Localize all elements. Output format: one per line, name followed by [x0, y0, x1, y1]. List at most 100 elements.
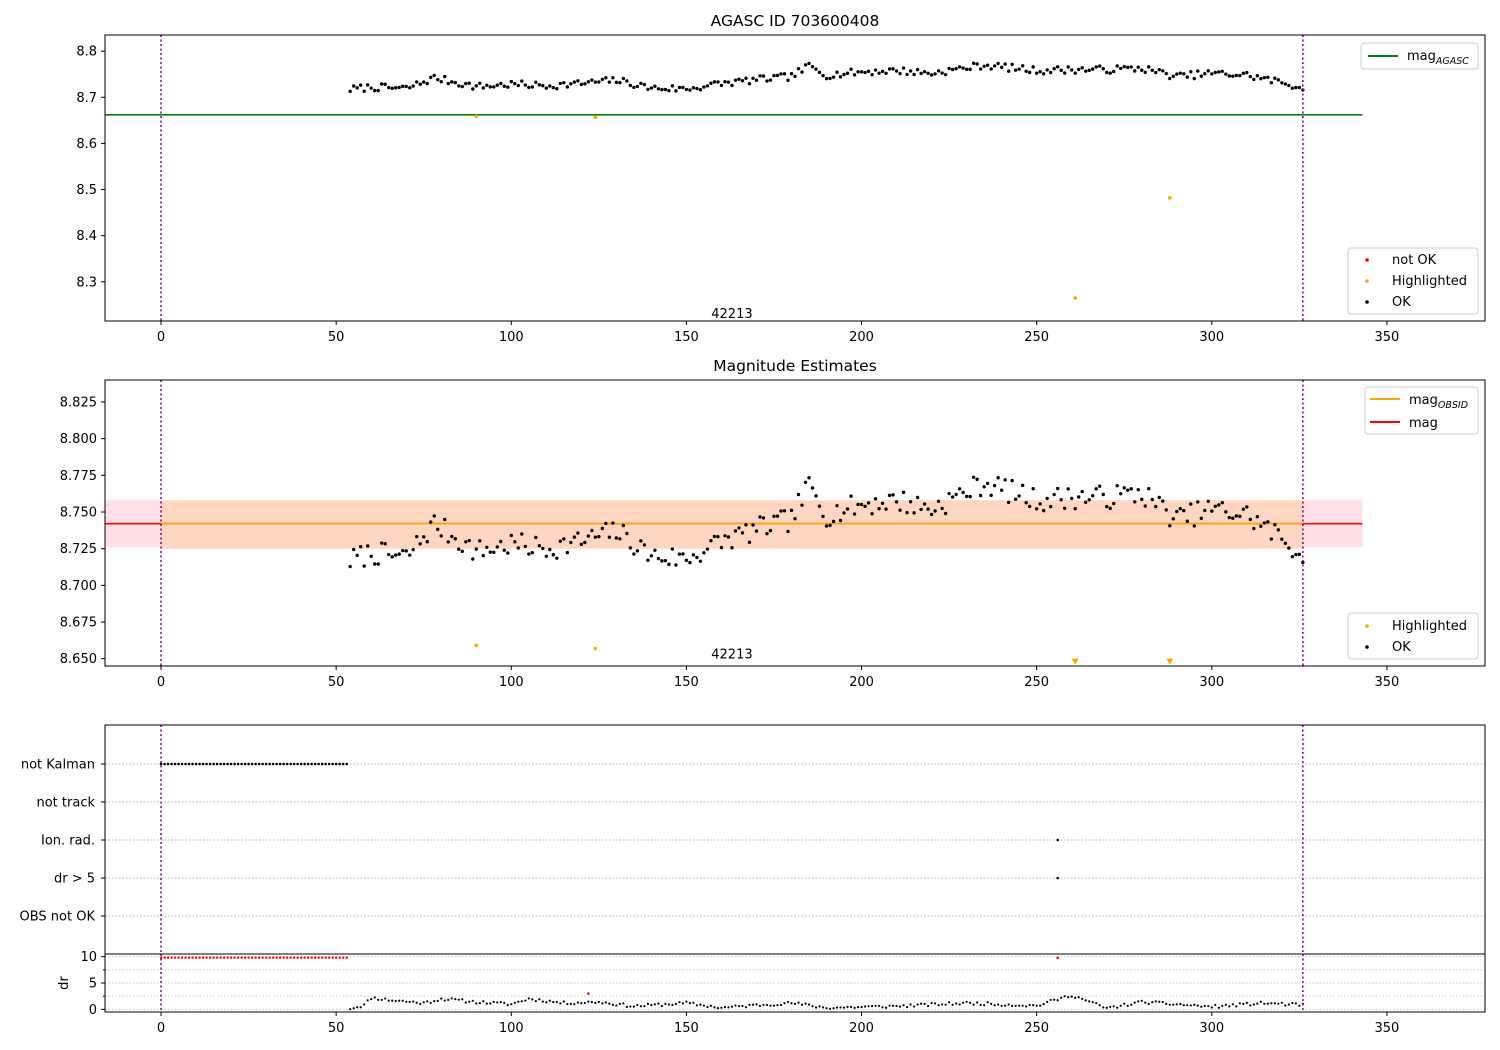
dr-ok-point [492, 1000, 495, 1003]
y-tick-label: 5 [89, 977, 97, 992]
ok-point [1224, 72, 1228, 76]
dr-ok-point [681, 1002, 685, 1005]
dr-ok-point [1200, 1005, 1203, 1008]
ok-point [751, 76, 755, 80]
ok-point [1276, 78, 1281, 82]
legend-mag-agasc: magAGASC [1360, 42, 1479, 70]
ok-point [1182, 508, 1186, 513]
ok-point [649, 554, 654, 558]
ok-point [495, 83, 499, 87]
dr-ok-point [1168, 1003, 1171, 1006]
ok-point [1101, 492, 1105, 497]
dr-ok-point [898, 1005, 902, 1008]
dr-not-ok-point [226, 956, 229, 959]
flag-point [264, 762, 268, 766]
ok-point [1059, 498, 1063, 502]
ok-point [1112, 501, 1116, 506]
ok-point [1199, 74, 1203, 78]
dr-ok-point [678, 1001, 681, 1004]
ok-point [562, 80, 566, 85]
ok-point [775, 73, 780, 78]
ok-point [523, 83, 528, 87]
ok-point [667, 88, 671, 93]
ok-point [516, 546, 520, 550]
ok-point [1115, 64, 1119, 68]
dr-ok-point [531, 998, 534, 1001]
dr-ok-point [380, 998, 383, 1002]
ok-point [968, 67, 972, 72]
ok-point [358, 83, 363, 87]
dr-ok-point [1242, 1002, 1245, 1006]
ok-point [1206, 499, 1210, 504]
ok-point [961, 66, 965, 70]
ok-point [677, 85, 682, 90]
dr-ok-point [1228, 1005, 1231, 1008]
ok-point [810, 486, 815, 490]
ok-point [583, 540, 587, 545]
dr-ok-point [1221, 1004, 1224, 1007]
ok-point [698, 88, 703, 92]
ok-point [723, 534, 727, 538]
ok-point [506, 551, 510, 555]
ok-point [1059, 68, 1063, 73]
dr-not-ok-point [264, 956, 268, 959]
ok-point [726, 535, 731, 539]
ok-point [730, 83, 734, 88]
ok-point [1122, 64, 1126, 69]
ok-point [1045, 496, 1049, 501]
dr-ok-point [997, 1003, 1000, 1006]
dr-ok-point [1172, 1003, 1175, 1006]
dr-ok-point [786, 1000, 790, 1004]
ok-point [737, 77, 741, 81]
dr-not-ok-point [229, 956, 233, 959]
ok-point [422, 535, 426, 539]
dr-ok-point [664, 1002, 667, 1005]
ok-point [1262, 75, 1267, 80]
ok-point [653, 548, 657, 552]
dr-ok-point [548, 999, 551, 1002]
ok-point [898, 71, 902, 76]
ok-point [1231, 74, 1235, 78]
ok-point [698, 559, 703, 563]
ok-point [1189, 502, 1193, 506]
ok-point [922, 70, 927, 74]
dr-ok-point [447, 998, 450, 1001]
ok-point [1168, 76, 1172, 81]
ok-point [1105, 504, 1109, 509]
ok-point [1185, 519, 1189, 523]
ok-point [628, 83, 633, 88]
ok-point [800, 503, 804, 507]
dr-ok-point [517, 1000, 520, 1003]
ok-point [1290, 554, 1295, 559]
dr-ok-point [352, 1007, 355, 1010]
ok-point [1154, 70, 1158, 75]
ok-point [1273, 523, 1277, 527]
ok-point [1070, 496, 1074, 501]
ok-point [1119, 66, 1123, 71]
dr-ok-point [594, 1001, 597, 1005]
ok-point [467, 538, 471, 543]
ok-point [1301, 560, 1305, 565]
dr-not-ok-point [345, 956, 348, 959]
dr-ok-point [1235, 1005, 1238, 1008]
dr-ok-point [1207, 1004, 1210, 1008]
ok-point [404, 549, 408, 553]
dr-ok-point [930, 1001, 933, 1005]
ok-point [457, 84, 461, 88]
ok-point [674, 563, 678, 567]
dr-not-ok-point [191, 956, 194, 959]
ok-point [737, 526, 741, 530]
ok-point [436, 77, 440, 82]
ok-point [372, 562, 377, 566]
ok-point [632, 85, 636, 90]
ok-point [457, 547, 461, 551]
ok-point [719, 83, 724, 88]
dr-ok-point [926, 1004, 930, 1008]
ok-point [1020, 483, 1025, 488]
ok-point [1017, 67, 1021, 71]
dr-ok-point [835, 1006, 839, 1009]
dr-ok-point [1273, 1002, 1276, 1005]
dr-ok-point [1014, 1004, 1017, 1007]
ok-point [1245, 70, 1249, 75]
dr-ok-point [916, 1003, 919, 1006]
